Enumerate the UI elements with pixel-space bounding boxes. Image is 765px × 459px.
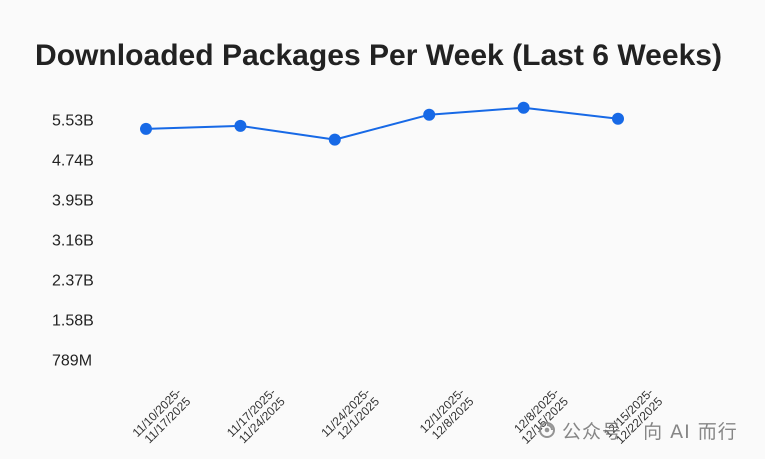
data-point <box>140 122 152 135</box>
chart-title: Downloaded Packages Per Week (Last 6 Wee… <box>35 39 722 72</box>
data-point <box>234 119 247 132</box>
y-tick-label: 5.53B <box>52 113 94 130</box>
series-line <box>145 106 619 141</box>
y-tick-label: 3.16B <box>52 233 94 250</box>
data-series <box>140 101 624 146</box>
data-point <box>612 112 624 125</box>
data-point <box>328 133 341 146</box>
wechat-official-account-icon <box>538 421 556 439</box>
y-tick-label: 789M <box>52 353 92 370</box>
y-tick-label: 2.37B <box>52 273 94 290</box>
watermark: 公众号 · 向 AI 而行 <box>538 418 738 443</box>
y-tick-label: 3.95B <box>52 193 94 210</box>
watermark-text: 公众号 · 向 AI 而行 <box>562 420 738 443</box>
data-point <box>423 108 436 121</box>
y-axis-tick-labels: 789M 1.58B 2.37B 3.16B 3.95B 4.74B 5.53B <box>52 113 94 370</box>
y-tick-label: 1.58B <box>52 313 94 330</box>
y-tick-label: 4.74B <box>52 153 94 170</box>
data-point <box>517 101 530 114</box>
